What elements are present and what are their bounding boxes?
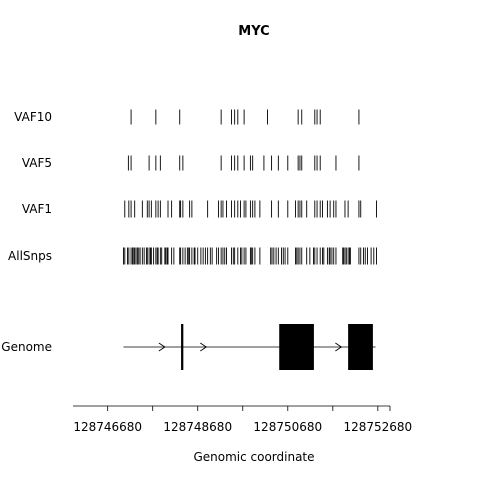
track-label: VAF10 — [14, 110, 52, 124]
x-tick-label: 128746680 — [73, 420, 142, 434]
chart-title: MYC — [238, 24, 269, 39]
exon-block — [279, 324, 314, 370]
x-tick-label: 128750680 — [253, 420, 322, 434]
gene-model: Genome — [1, 324, 376, 370]
track-vaf10: VAF10 — [14, 109, 360, 125]
strand-arrow — [158, 342, 166, 352]
x-axis-label: Genomic coordinate — [193, 450, 314, 464]
track-label: AllSnps — [8, 249, 52, 263]
x-tick-label: 128748680 — [163, 420, 232, 434]
track-label: VAF5 — [22, 156, 52, 170]
track-vaf5: VAF5 — [22, 155, 360, 171]
gene-track-label: Genome — [1, 340, 52, 354]
strand-arrow — [200, 342, 208, 352]
track-allsnps: AllSnps — [8, 247, 377, 265]
x-axis: 128746680 128748680 128750680 128752680 — [73, 405, 412, 434]
track-vaf1: VAF1 — [22, 200, 377, 218]
strand-arrow — [335, 342, 343, 352]
tracks-layer: VAF10 VAF5 VAF1 AllSnps — [8, 109, 377, 265]
track-label: VAF1 — [22, 202, 52, 216]
exon-block — [348, 324, 373, 370]
exon-block — [181, 324, 184, 370]
x-tick-label: 128752680 — [343, 420, 412, 434]
